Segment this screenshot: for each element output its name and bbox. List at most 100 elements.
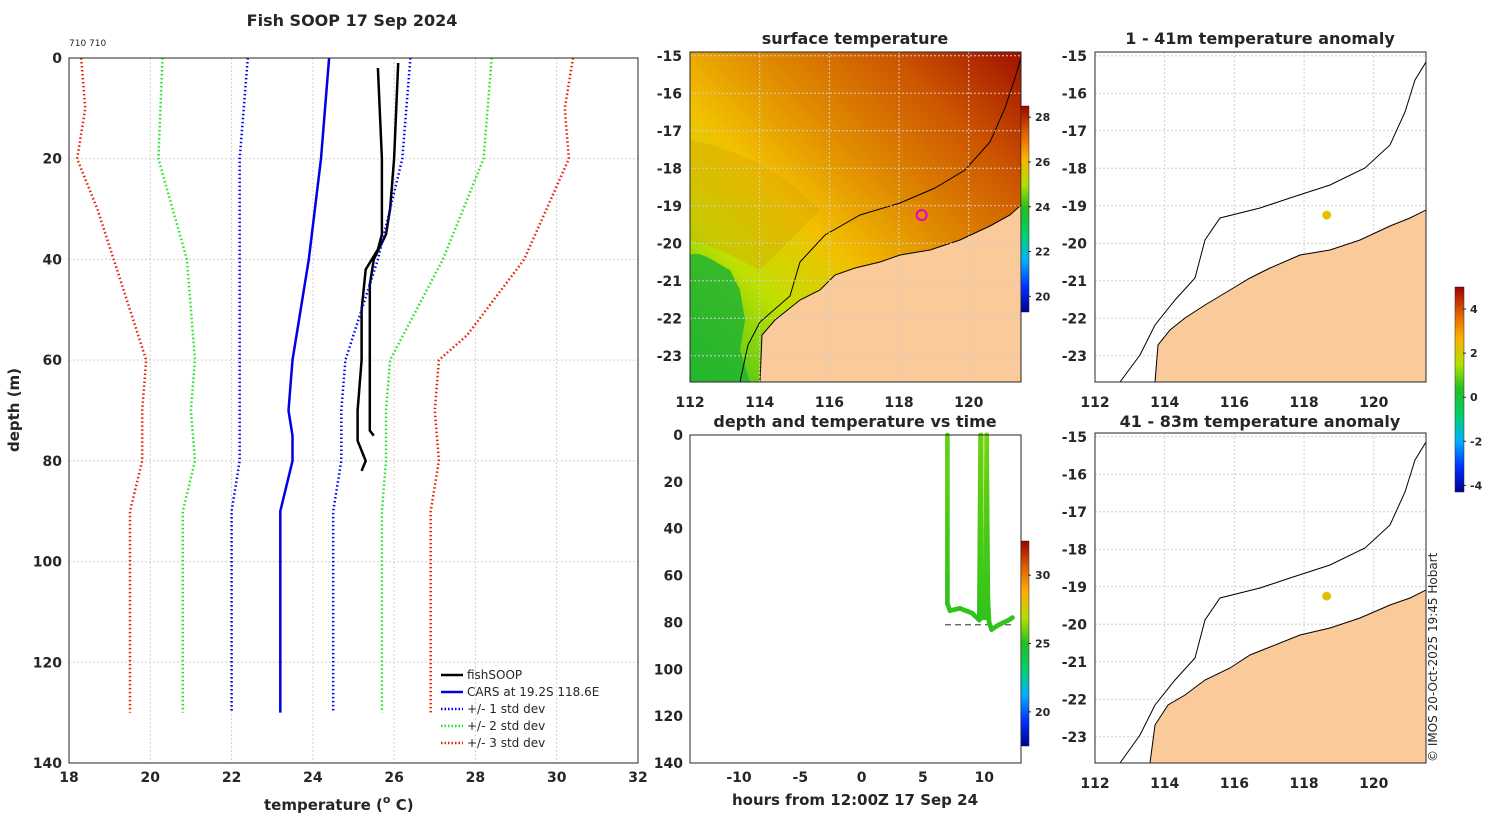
profile-ytick-label: 40: [43, 252, 63, 268]
time-ytick-label: 20: [664, 475, 684, 491]
legend-label-std3: +/- 3 std dev: [467, 736, 545, 750]
profile-ytick-label: 140: [33, 756, 62, 772]
map-lat-label: -19: [1062, 199, 1087, 215]
profile-line--2-std-dev: [157, 57, 197, 713]
map-lat-label: -23: [1062, 349, 1087, 365]
map-lat-label: -20: [657, 236, 683, 252]
map-lat-label: -15: [1062, 49, 1087, 65]
map-lat-label: -21: [657, 274, 682, 290]
map-lon-label: 114: [1150, 395, 1179, 411]
profile-title: Fish SOOP 17 Sep 2024: [247, 11, 458, 30]
anom1-cast-marker: [1322, 210, 1332, 220]
map-lon-label: 112: [1080, 776, 1109, 792]
map-lon-label: 112: [1080, 395, 1109, 411]
legend-label-cars: CARS at 19.2S 118.6E: [467, 685, 599, 699]
anom1-map-panel: 1 - 41m temperature anomaly 112 114 116 118…: [1062, 29, 1427, 411]
legend-label-fishsoop: fishSOOP: [467, 668, 522, 682]
profile-line--2-std-dev: [380, 57, 493, 713]
profile-line--1-std-dev: [331, 57, 412, 713]
time-point: [1010, 615, 1015, 621]
map-lat-label: -22: [657, 311, 682, 327]
profile-ytick-label: 0: [52, 51, 62, 67]
colorbar-tick-label: 30: [1035, 569, 1051, 582]
time-ytick-label: 120: [654, 709, 683, 725]
map-lon-label: 114: [1150, 776, 1179, 792]
profile-xlabel: temperature (o C): [264, 793, 414, 814]
profile-ytick-label: 80: [43, 454, 63, 470]
map-lon-label: 112: [675, 395, 704, 411]
profile-line--1-std-dev: [230, 57, 250, 713]
sst-land: [759, 204, 1021, 382]
time-ytick-label: 60: [664, 569, 684, 585]
sst-tick-labels: 112 114 116 118 120 -15 -16 -17 -18 -19 -20 -21 -22 -…: [657, 49, 984, 411]
time-title: depth and temperature vs time: [713, 412, 996, 431]
profile-line--3-std-dev: [75, 57, 148, 713]
map-lon-label: 118: [884, 395, 913, 411]
map-lat-label: -22: [1062, 692, 1087, 708]
anomaly-colorbar: [1454, 286, 1465, 493]
time-ytick-label: 40: [664, 522, 684, 538]
map-lat-label: -23: [1062, 730, 1087, 746]
profile-corner-label: 710 710: [69, 39, 106, 49]
map-lat-label: -15: [657, 49, 682, 65]
profile-panel: Fish SOOP 17 Sep 2024 710 710 18 20 22 24 26…: [5, 11, 648, 814]
profile-line--3-std-dev: [429, 57, 575, 713]
map-lon-label: 116: [815, 395, 844, 411]
map-lat-label: -22: [1062, 311, 1087, 327]
profile-tick-labels: 18 20 22 24 26 28 30 32 0 20 40 60 80 100 120 140: [33, 51, 648, 786]
map-lon-label: 116: [1220, 395, 1249, 411]
profile-xtick-label: 28: [466, 770, 485, 786]
profile-xtick-label: 18: [59, 770, 78, 786]
time-ytick-label: 80: [664, 615, 684, 631]
map-lat-label: -18: [1062, 542, 1087, 558]
colorbar-tick-label: 0: [1470, 391, 1478, 404]
legend-label-std2: +/- 2 std dev: [467, 719, 545, 733]
map-lat-label: -18: [1062, 161, 1087, 177]
profile-legend: fishSOOP CARS at 19.2S 118.6E +/- 1 std …: [441, 668, 599, 750]
anom2-axes-box: [1094, 432, 1427, 764]
profile-series: [75, 57, 575, 713]
sst-isobath: [739, 57, 1021, 382]
sst-colorbar-ticks: 20 22 24 26 28: [1028, 111, 1051, 303]
map-lat-label: -21: [1062, 274, 1087, 290]
time-xtick-label: 5: [918, 770, 928, 786]
anom1-land: [1154, 209, 1426, 382]
time-colorbar: [1020, 540, 1030, 747]
map-lat-label: -17: [1062, 124, 1087, 140]
profile-xtick-label: 32: [628, 770, 647, 786]
time-xtick-label: -10: [726, 770, 752, 786]
colorbar-tick-label: 25: [1035, 638, 1050, 651]
colorbar-tick-label: 4: [1470, 303, 1478, 316]
time-panel: depth and temperature vs time -10 -5 0 5 100…: [654, 412, 1051, 809]
profile-xtick-label: 20: [141, 770, 161, 786]
imos-credit: © IMOS 20-Oct-2025 19:45 Hobart: [1426, 552, 1440, 762]
map-lon-label: 114: [745, 395, 774, 411]
profile-xtick-label: 30: [547, 770, 567, 786]
anom2-isobath: [1119, 441, 1426, 763]
profile-xtick-label: 24: [303, 770, 323, 786]
colorbar-tick-label: -4: [1470, 479, 1483, 492]
map-lat-label: -20: [1062, 617, 1088, 633]
colorbar-tick-label: 20: [1035, 706, 1051, 719]
map-lat-label: -23: [657, 349, 682, 365]
legend-label-std1: +/- 1 std dev: [467, 702, 545, 716]
profile-ytick-label: 20: [43, 152, 63, 168]
profile-line-fishsoop: [356, 68, 384, 472]
anom2-map-area: [1119, 441, 1426, 763]
colorbar-tick-label: 28: [1035, 111, 1050, 124]
anom2-map-panel: 41 - 83m temperature anomaly 112 114 116 11…: [1062, 412, 1427, 792]
profile-grid: [68, 57, 639, 764]
anom1-map-area: [1119, 61, 1426, 382]
colorbar-tick-label: -2: [1470, 435, 1482, 448]
time-ytick-label: 0: [673, 428, 683, 444]
map-lon-label: 120: [1359, 776, 1388, 792]
time-series: [945, 432, 1015, 632]
time-colorbar-ticks: 20 25 30: [1028, 569, 1051, 719]
map-lon-label: 118: [1289, 395, 1318, 411]
map-lat-label: -19: [1062, 580, 1087, 596]
time-ytick-label: 100: [654, 662, 683, 678]
anom2-tick-labels: 112 114 116 118 120 -15 -16 -17 -18 -19 -20 -21 -22 -…: [1062, 430, 1389, 792]
sst-grid: [689, 52, 1021, 382]
